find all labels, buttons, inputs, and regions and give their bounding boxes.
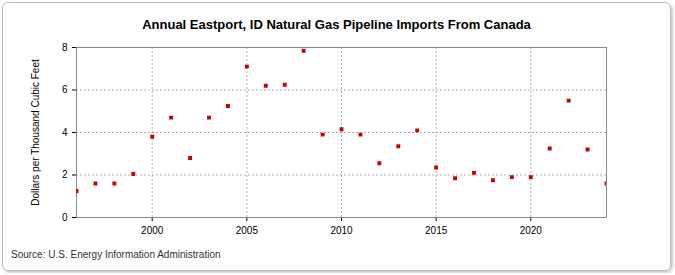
svg-text:2020: 2020 xyxy=(520,225,543,236)
svg-text:2005: 2005 xyxy=(236,225,259,236)
svg-text:2: 2 xyxy=(62,169,68,180)
svg-text:2000: 2000 xyxy=(141,225,164,236)
svg-text:4: 4 xyxy=(62,127,68,138)
html-text:Source: U.S. Energy Informatio: Source: U.S. Energy Information Administ… xyxy=(11,249,221,260)
svg-text:2015: 2015 xyxy=(425,225,448,236)
svg-text:0: 0 xyxy=(62,212,68,223)
svg-text:8: 8 xyxy=(62,42,68,53)
svg-text:Dollars per Thousand Cubic Fee: Dollars per Thousand Cubic Feet xyxy=(30,59,41,206)
svg-text:2010: 2010 xyxy=(330,225,353,236)
svg-text:6: 6 xyxy=(62,84,68,95)
html-text:Annual Eastport, ID Natural Ga: Annual Eastport, ID Natural Gas Pipeline… xyxy=(142,17,531,32)
